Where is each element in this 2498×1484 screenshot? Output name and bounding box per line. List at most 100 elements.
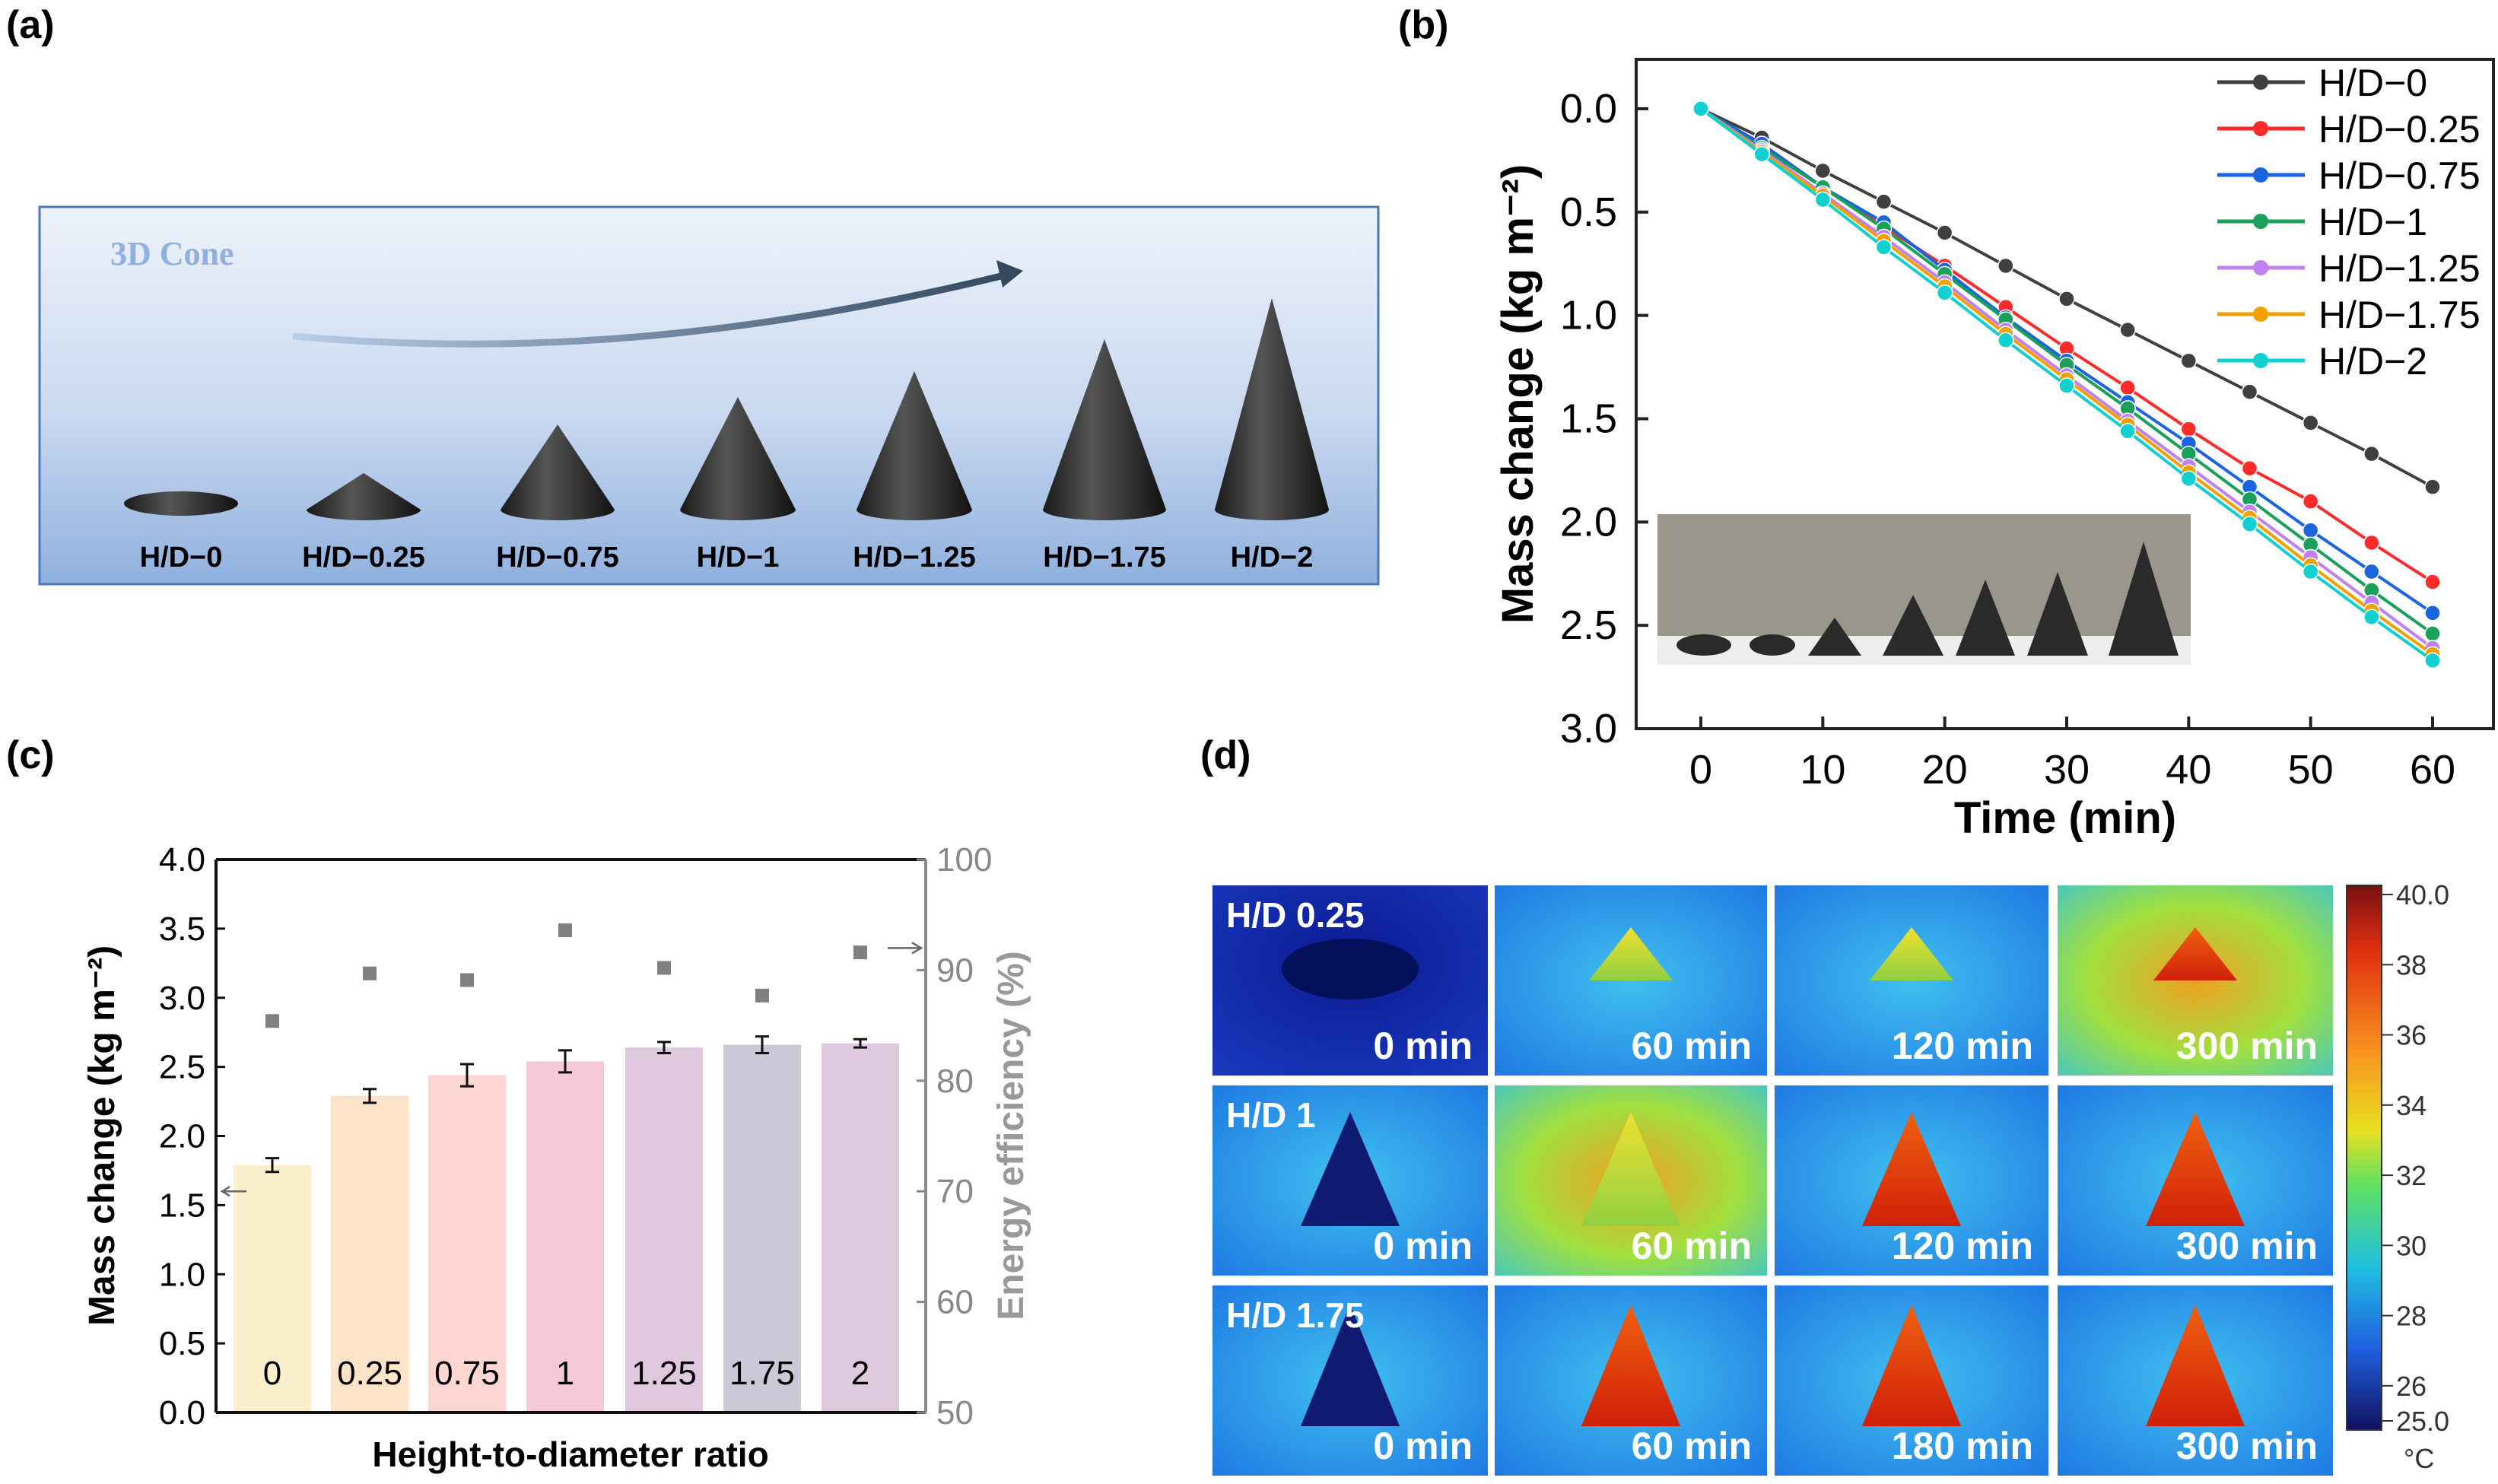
y2-tick-label: 80 xyxy=(936,1063,974,1100)
colorbar xyxy=(2346,885,2382,1431)
time-label: 180 min xyxy=(1892,1425,2033,1467)
inset-sample xyxy=(1808,618,1861,656)
x-tick-label: 30 xyxy=(2044,747,2090,793)
y-tick-label: 2.0 xyxy=(1560,499,1617,545)
bar xyxy=(723,1044,801,1413)
legend-label: H/D−1 xyxy=(2318,201,2427,243)
data-point xyxy=(2302,415,2319,431)
bar-category-label: 0.75 xyxy=(434,1355,500,1392)
cone-shape xyxy=(857,371,972,520)
data-point xyxy=(2363,609,2380,626)
panel-label-d: (d) xyxy=(1200,733,1251,777)
y-axis-title: Mass change (kg m⁻²) xyxy=(82,945,122,1326)
y-tick-label: 3.5 xyxy=(159,910,205,948)
legend-marker xyxy=(2253,75,2268,90)
inset-photo xyxy=(1657,514,2191,665)
bar-group-1.25: 1.25 xyxy=(625,961,703,1413)
data-point xyxy=(2180,421,2198,437)
data-point xyxy=(1936,284,1953,301)
thermal-image-2-2: 180 min xyxy=(1775,1285,2048,1476)
data-point xyxy=(2424,605,2441,621)
legend-label: H/D−1.75 xyxy=(2318,294,2481,336)
row-label: H/D 0.25 xyxy=(1226,895,1365,935)
data-point xyxy=(2241,516,2258,532)
y-tick-label: 2.0 xyxy=(159,1118,205,1155)
bar xyxy=(625,1047,703,1413)
sample-cone xyxy=(1301,1112,1400,1226)
inset-sample xyxy=(1676,634,1731,656)
data-point xyxy=(2302,563,2319,580)
inset-sample xyxy=(2109,542,2179,656)
data-point xyxy=(2180,470,2198,488)
data-point xyxy=(2241,383,2258,400)
data-point xyxy=(1692,100,1709,117)
sample-disc xyxy=(1282,939,1419,999)
error-bar xyxy=(657,1041,671,1054)
y-tick-label: 1.0 xyxy=(1560,293,1617,338)
sample-cone xyxy=(1581,1304,1680,1426)
data-point xyxy=(1875,193,1893,210)
bar-group-1.75: 1.75 xyxy=(723,988,801,1413)
time-label: 60 min xyxy=(1632,1225,1752,1267)
colorbar-tick-label: 26 xyxy=(2396,1371,2426,1402)
inset-sample xyxy=(2027,572,2088,656)
x-axis-title: Time (min) xyxy=(1954,793,2176,843)
error-bar xyxy=(853,1038,867,1049)
cone-shape xyxy=(1215,298,1329,520)
bar xyxy=(331,1095,408,1413)
data-point xyxy=(1997,332,2014,349)
sample-cone xyxy=(1870,927,1953,980)
time-label: 60 min xyxy=(1632,1425,1752,1467)
sample-cone xyxy=(1862,1112,1961,1226)
sample-cone xyxy=(2153,927,2237,980)
panel-label-a: (a) xyxy=(6,3,55,47)
error-bar xyxy=(363,1088,377,1104)
data-point xyxy=(1753,146,1770,163)
legend-label: H/D−1.25 xyxy=(2318,247,2481,290)
legend-label: H/D−0.25 xyxy=(2318,108,2481,151)
data-point xyxy=(2363,534,2380,551)
colorbar-tick-label: 30 xyxy=(2396,1230,2426,1261)
cone-shape xyxy=(1043,339,1166,520)
bar-group-2: 2 xyxy=(822,945,899,1413)
x-tick-label: 60 xyxy=(2410,747,2455,793)
legend-marker xyxy=(2253,307,2268,322)
panel-b: (b) 0.0 0.5 1.0 1.5 2.0 2.5 3.0 0 10 20 30 40 50 60 Tim… xyxy=(1398,3,2495,843)
x-tick-label: 10 xyxy=(1800,747,1845,793)
y-tick-label: 4.0 xyxy=(159,841,205,879)
thermal-image-0-2: 120 min xyxy=(1775,885,2048,1076)
efficiency-point xyxy=(853,945,867,960)
bar-category-label: 2 xyxy=(851,1355,869,1392)
cone-label: H/D−0.25 xyxy=(302,542,425,574)
x-tick-label: 0 xyxy=(1689,747,1712,793)
time-label: 120 min xyxy=(1892,1225,2033,1267)
sample-cone xyxy=(1581,1112,1680,1226)
thermal-image-0-0: 0 min xyxy=(1212,885,1488,1076)
data-point xyxy=(2058,291,2075,307)
cone-1: H/D−0.25 xyxy=(302,473,425,574)
time-label: 300 min xyxy=(2176,1225,2318,1267)
legend-marker xyxy=(2253,167,2268,183)
data-point xyxy=(2302,522,2319,539)
cone-shape xyxy=(501,424,615,520)
sample-cone xyxy=(2146,1304,2245,1426)
cone-6: H/D−2 xyxy=(1215,298,1329,574)
thermal-image-2-3: 300 min xyxy=(2058,1285,2333,1476)
y-tick-label: 3.0 xyxy=(159,980,205,1017)
y2-tick-label: 90 xyxy=(936,952,974,989)
cone-2: H/D−0.75 xyxy=(496,424,619,574)
data-point xyxy=(2424,625,2441,642)
thermal-image-0-3: 300 min xyxy=(2058,885,2333,1076)
thermal-image-1-1: 60 min xyxy=(1495,1085,1767,1276)
bar-group-0: 0 xyxy=(234,1014,311,1413)
data-point xyxy=(2363,563,2380,580)
data-point xyxy=(2119,321,2136,338)
data-point xyxy=(1814,191,1832,208)
time-label: 300 min xyxy=(2176,1025,2318,1067)
cone-label: H/D−0 xyxy=(140,542,223,574)
y2-tick-label: 60 xyxy=(936,1284,974,1321)
cone-shape xyxy=(307,473,421,520)
data-point xyxy=(2424,478,2441,495)
y2-axis-title: Energy efficiency (%) xyxy=(991,951,1031,1320)
data-point xyxy=(2424,574,2441,590)
